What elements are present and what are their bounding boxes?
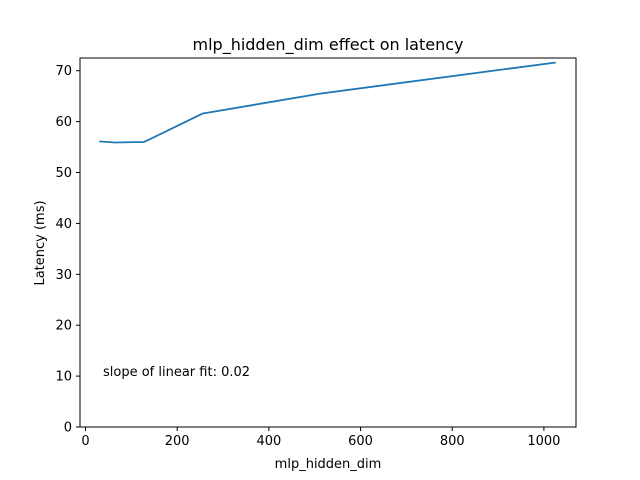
y-axis: 0 10 20 30 40 50 60 70 (55, 64, 80, 436)
x-tick-label: 0 (81, 434, 89, 449)
plot-frame (79, 57, 577, 428)
x-tick-label: 400 (256, 434, 281, 449)
y-tick-label: 0 (64, 421, 72, 436)
x-tick-label: 800 (440, 434, 465, 449)
y-tick-label: 60 (55, 115, 72, 130)
x-axis-label: mlp_hidden_dim (275, 457, 382, 472)
plot-area (79, 57, 577, 428)
y-tick-label: 10 (55, 370, 72, 385)
x-axis: 0 200 400 600 800 1000 (81, 427, 560, 449)
x-tick-label: 1000 (527, 434, 560, 449)
y-tick-label: 70 (55, 64, 72, 79)
fit-slope-annotation: slope of linear fit: 0.02 (103, 365, 250, 380)
series-line (99, 61, 556, 144)
y-tick-label: 20 (55, 319, 72, 334)
y-tick-label: 40 (55, 217, 72, 232)
y-tick-label: 50 (55, 166, 72, 181)
x-tick-label: 200 (165, 434, 190, 449)
y-tick-label: 30 (55, 268, 72, 283)
y-axis-label: Latency (ms) (33, 200, 48, 285)
x-tick-label: 600 (348, 434, 373, 449)
chart-title: mlp_hidden_dim effect on latency (193, 35, 464, 55)
series-layer (99, 61, 556, 144)
